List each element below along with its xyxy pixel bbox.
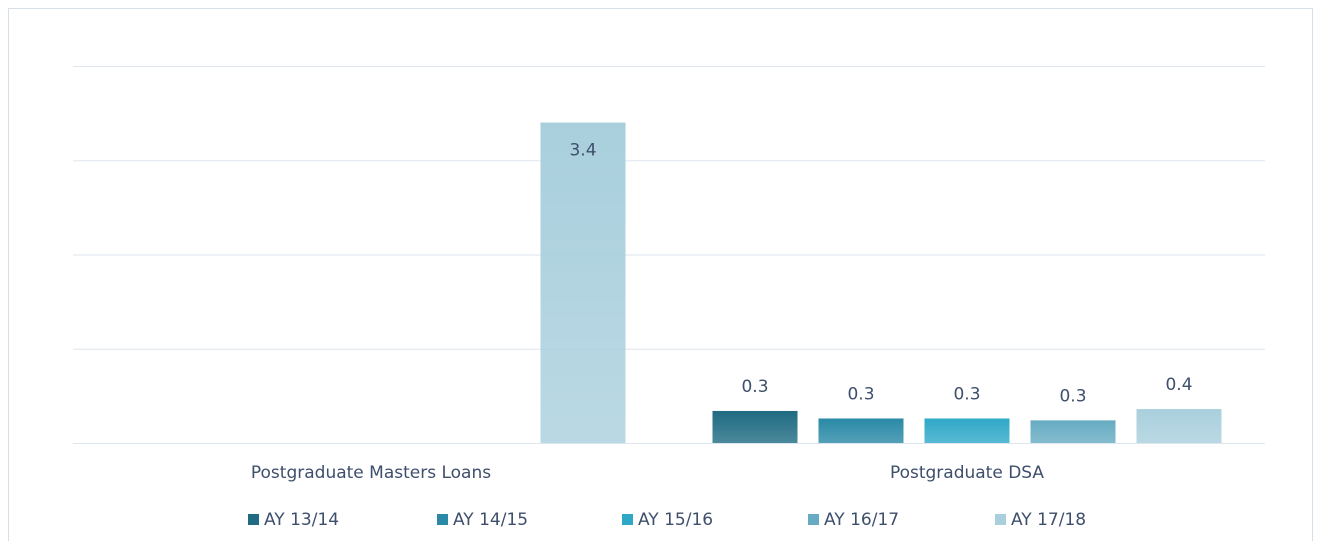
bar <box>540 122 626 444</box>
data-label: 0.3 <box>847 384 874 404</box>
bar <box>924 418 1010 443</box>
x-tick-label: Postgraduate Masters Loans <box>251 463 491 483</box>
bar <box>1030 420 1116 443</box>
data-label: 0.3 <box>741 377 768 397</box>
bar <box>818 418 904 443</box>
legend-label: AY 13/14 <box>264 510 339 530</box>
legend-swatch <box>622 514 633 525</box>
legend-swatch <box>995 514 1006 525</box>
x-tick-label: Postgraduate DSA <box>890 463 1044 483</box>
legend-swatch <box>437 514 448 525</box>
legend-label: AY 16/17 <box>824 510 899 530</box>
data-label: 0.4 <box>1165 375 1192 395</box>
bar <box>712 410 798 443</box>
legend-label: AY 17/18 <box>1011 510 1086 530</box>
legend-swatch <box>808 514 819 525</box>
data-label: 0.3 <box>953 384 980 404</box>
legend-swatch <box>248 514 259 525</box>
data-label: 3.4 <box>569 141 596 161</box>
bar <box>1136 409 1222 443</box>
data-label: 0.3 <box>1059 386 1086 406</box>
legend-label: AY 14/15 <box>453 510 528 530</box>
chart-border <box>8 8 1313 541</box>
legend-label: AY 15/16 <box>638 510 713 530</box>
